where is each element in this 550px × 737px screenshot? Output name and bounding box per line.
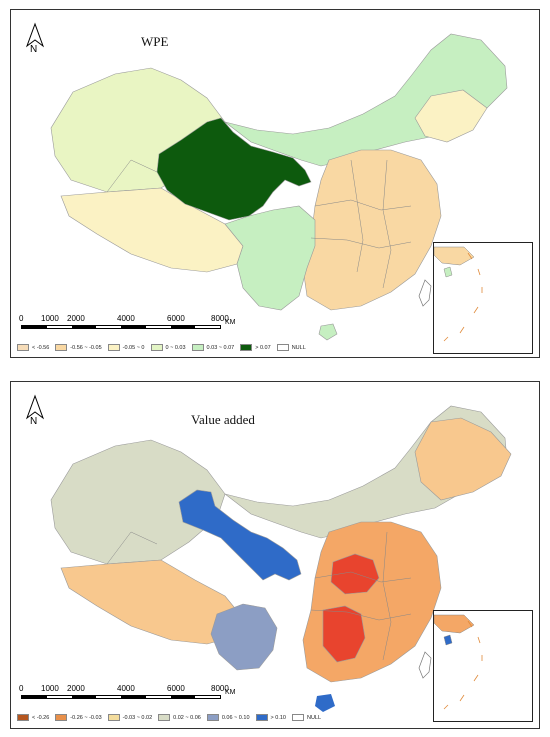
scale-tick-label: 8000 [211, 684, 229, 693]
scale-unit: KM [225, 319, 236, 326]
legend-swatch [17, 714, 29, 721]
legend-swatch [55, 714, 68, 721]
map-title-value-added: Value added [191, 412, 255, 427]
legend-label: 0.03 ~ 0.07 [206, 344, 235, 351]
nine-dash-line [443, 620, 483, 710]
province-borders [106, 159, 412, 289]
legend-label: -0.03 ~ 0.02 [122, 714, 153, 721]
legend-item: 0.06 ~ 0.10 [206, 714, 250, 721]
legend-label: -0.26 ~ -0.03 [70, 714, 102, 721]
legend-swatch [55, 344, 68, 351]
wpe-china-map [50, 33, 508, 341]
inset-mainland [433, 614, 475, 634]
region-northeast [414, 417, 512, 501]
legend-swatch [240, 344, 253, 351]
legend-item: 0 ~ 0.03 [150, 344, 186, 351]
north-label: N [30, 44, 38, 55]
legend-item: 0.02 ~ 0.06 [158, 714, 201, 721]
legend-item: -0.56 ~ -0.05 [55, 344, 102, 351]
inset-hainan [443, 266, 453, 278]
region-taiwan [418, 651, 432, 679]
legend-swatch [276, 344, 289, 351]
region-northeast [414, 89, 488, 143]
region-gansu-qinghai [156, 117, 312, 221]
legend-swatch [206, 714, 219, 721]
region-taiwan [418, 279, 432, 307]
legend-item: < -0.56 [17, 344, 49, 351]
south-china-sea-inset [433, 610, 533, 722]
value-added-china-map [50, 405, 512, 712]
scale-tick-label: 1000 [41, 684, 59, 693]
legend-swatch [17, 344, 29, 351]
legend-label: < -0.26 [32, 714, 50, 721]
scale-bar: 0 1000 2000 4000 6000 8000 KM [19, 314, 239, 338]
inset-map [433, 246, 483, 342]
inset-map [433, 614, 483, 710]
inset-hainan [443, 634, 453, 646]
north-arrow-icon [23, 394, 47, 432]
region-east [302, 521, 442, 683]
legend-swatch [107, 344, 120, 351]
legend-item: < -0.26 [17, 714, 49, 721]
wpe-map-panel: N WPE 0 1000 2000 4000 6000 8000 KM < -0… [10, 9, 540, 358]
legend-swatch [291, 714, 304, 721]
legend-item: > 0.10 [255, 714, 286, 721]
nine-dash-line [443, 252, 483, 342]
value-added-map-panel: N Value added 0 1000 2000 4000 6000 8000… [10, 381, 540, 729]
scale-tick-label: 2000 [67, 684, 85, 693]
south-china-sea-inset [433, 242, 533, 354]
legend-label: -0.05 ~ 0 [122, 344, 145, 351]
legend-label: NULL [306, 714, 322, 721]
legend-item: -0.05 ~ 0 [107, 344, 145, 351]
region-gansu-qinghai [178, 489, 302, 581]
scale-bar-graphic [21, 695, 221, 699]
region-hainan [315, 694, 335, 712]
legend-item: NULL [291, 714, 322, 721]
region-southwest [210, 603, 278, 671]
legend: < -0.56 -0.56 ~ -0.05 -0.05 ~ 0 0 ~ 0.03… [17, 344, 306, 351]
inset-mainland [433, 246, 475, 266]
legend: < -0.26 -0.26 ~ -0.03 -0.03 ~ 0.02 0.02 … [17, 714, 321, 721]
scale-tick-label: 6000 [167, 684, 185, 693]
legend-label: -0.56 ~ -0.05 [70, 344, 102, 351]
region-hunan [322, 605, 366, 663]
scale-tick-label: 6000 [167, 314, 185, 323]
scale-tick-label: 0 [19, 314, 24, 323]
region-henan [330, 553, 380, 595]
legend-swatch [191, 344, 204, 351]
legend-swatch [150, 344, 163, 351]
region-east [302, 149, 442, 311]
legend-item: -0.03 ~ 0.02 [107, 714, 153, 721]
scale-tick-label: 4000 [117, 684, 135, 693]
province-borders [106, 531, 412, 661]
scale-bar-graphic [21, 325, 221, 329]
map-title-wpe: WPE [141, 34, 169, 49]
scale-tick-label: 8000 [211, 314, 229, 323]
legend-label: > 0.10 [270, 714, 286, 721]
legend-label: 0 ~ 0.03 [165, 344, 186, 351]
legend-label: 0.02 ~ 0.06 [173, 714, 201, 721]
legend-swatch [107, 714, 120, 721]
region-hainan [318, 323, 338, 341]
scale-tick-label: 2000 [67, 314, 85, 323]
region-southwest [224, 205, 316, 311]
legend-label: 0.06 ~ 0.10 [221, 714, 250, 721]
scale-unit: KM [225, 689, 236, 696]
legend-item: 0.03 ~ 0.07 [191, 344, 235, 351]
legend-label: NULL [291, 344, 306, 351]
north-label: N [30, 416, 38, 427]
north-arrow-icon [23, 22, 47, 60]
legend-label: > 0.07 [255, 344, 271, 351]
legend-label: < -0.56 [32, 344, 50, 351]
legend-item: -0.26 ~ -0.03 [55, 714, 102, 721]
scale-tick-label: 4000 [117, 314, 135, 323]
scale-tick-label: 1000 [41, 314, 59, 323]
legend-item: NULL [276, 344, 306, 351]
legend-item: > 0.07 [240, 344, 271, 351]
legend-swatch [255, 714, 268, 721]
scale-tick-label: 0 [19, 684, 24, 693]
legend-swatch [158, 714, 171, 721]
scale-bar: 0 1000 2000 4000 6000 8000 KM [19, 684, 239, 708]
